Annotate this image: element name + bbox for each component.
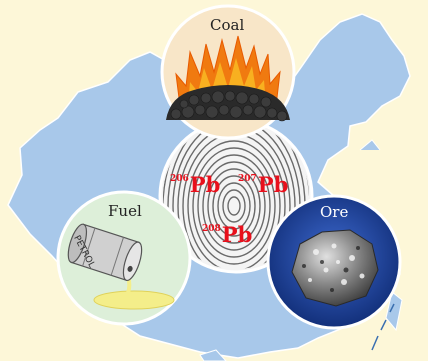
isotope-208pb: 208Pb [202, 222, 252, 247]
isotope-206-mass: 206 [170, 174, 189, 184]
isotope-206-symbol: Pb [189, 172, 221, 197]
ore-label: Ore [320, 203, 349, 221]
coal-label: Coal [210, 16, 245, 34]
isotope-208-symbol: Pb [221, 222, 253, 247]
isotope-208-mass: 208 [202, 224, 221, 234]
isotope-207-mass: 207 [238, 174, 257, 184]
isotope-207-symbol: Pb [257, 172, 289, 197]
isotope-206pb: 206Pb [170, 172, 220, 197]
isotope-207pb: 207Pb [238, 172, 288, 197]
fuel-label: Fuel [108, 202, 142, 220]
